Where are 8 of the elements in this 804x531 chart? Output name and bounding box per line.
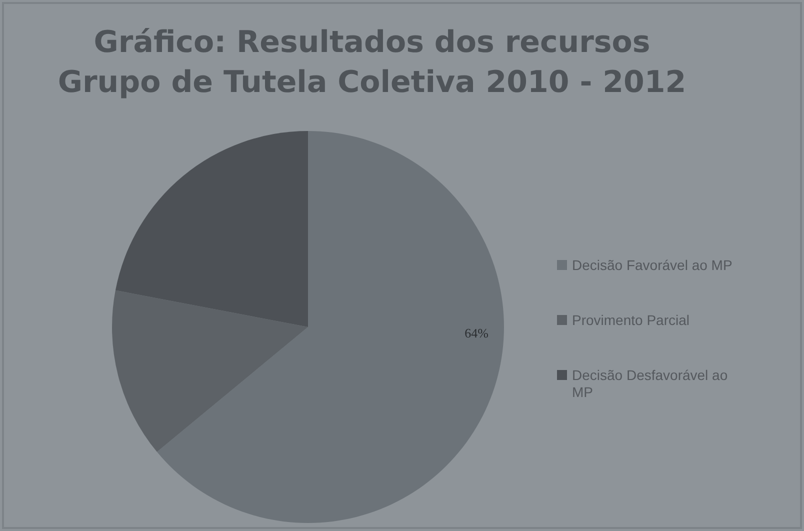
pie-slice — [112, 290, 308, 452]
legend-label: Decisão Desfavorável ao MP — [572, 367, 728, 400]
data-label: 64% — [464, 326, 489, 341]
legend-label: Decisão Favorável ao MP — [572, 257, 732, 273]
chart-title: Gráfico: Resultados dos recursos Grupo de Tutela Coletiva 2010 - 2012 — [58, 25, 686, 100]
pie-slice — [156, 131, 504, 523]
legend-label: Provimento Parcial — [572, 312, 690, 328]
pie-slice — [115, 131, 308, 327]
